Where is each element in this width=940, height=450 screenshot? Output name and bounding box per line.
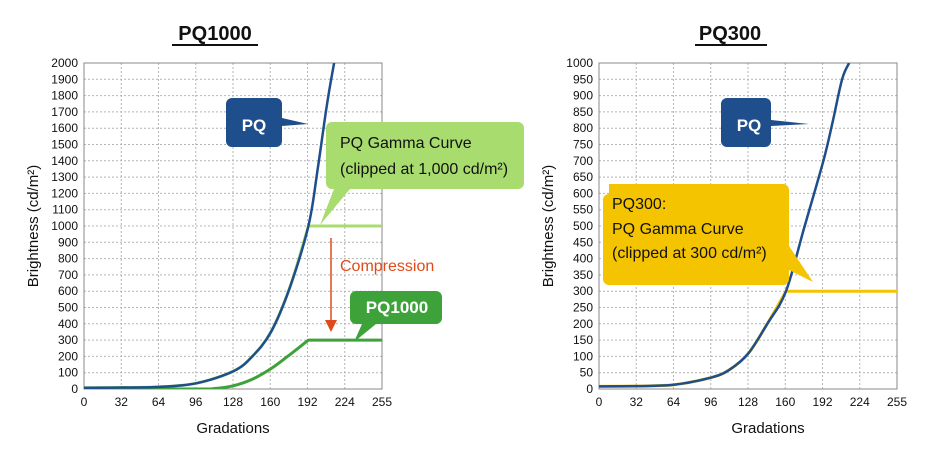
y-tick-label: 950 [573,72,593,86]
y-tick-label: 800 [58,252,78,266]
chart-title: PQ1000 [178,23,251,45]
pq300-callout: PQ300: PQ Gamma Curve (clipped at 300 cd… [603,184,813,285]
y-tick-label: 400 [58,317,78,331]
y-tick-label: 0 [586,382,593,396]
gamma-curve-callout-line1: PQ Gamma Curve [340,135,472,152]
y-tick-label: 200 [573,317,593,331]
y-tick-label: 700 [58,268,78,282]
x-axis-label: Gradations [196,420,269,437]
pq300-callout-line1: PQ300: [612,196,666,213]
pq300-callout-line2: PQ Gamma Curve [612,221,744,238]
x-tick-labels: 0 32 64 96 128 160 192 224 255 [81,395,393,409]
x-tick-label: 160 [260,395,280,409]
y-tick-label: 600 [573,186,593,200]
y-tick-label: 1000 [566,56,593,70]
compression-annotation: Compression [325,238,434,332]
y-axis-label: Brightness (cd/m²) [540,165,557,288]
pq-callout-box [226,98,308,147]
y-tick-labels: 0 100 200 300 400 500 600 700 800 900 1000 1100 1200… [51,56,78,396]
y-tick-label: 250 [573,301,593,315]
x-tick-label: 0 [81,395,88,409]
y-tick-labels: 0 50 100 150 200 250 300 350 400 450 500 550 600 650 7… [566,56,593,396]
plot-frame [598,62,898,390]
pq-callout: PQ [721,98,809,147]
y-tick-label: 300 [58,333,78,347]
y-tick-label: 600 [58,284,78,298]
x-tick-label: 96 [189,395,203,409]
y-tick-label: 1500 [51,138,78,152]
y-tick-label: 350 [573,268,593,282]
y-tick-label: 850 [573,105,593,119]
series-line-1 [599,63,851,388]
x-axis-label: Gradations [731,420,804,437]
x-tick-label: 64 [152,395,166,409]
x-tick-label: 192 [812,395,832,409]
y-tick-label: 700 [573,154,593,168]
y-tick-label: 1000 [51,219,78,233]
x-tick-label: 255 [887,395,907,409]
y-tick-label: 300 [573,284,593,298]
y-tick-label: 500 [58,301,78,315]
x-tick-label: 128 [738,395,758,409]
pq1000-callout: PQ1000 [350,291,442,342]
y-tick-label: 500 [573,219,593,233]
pq1000-callout-box [350,291,442,342]
y-tick-label: 200 [58,349,78,363]
y-axis-label: Brightness (cd/m²) [25,165,42,288]
x-tick-label: 224 [850,395,870,409]
series-line-1 [84,63,336,389]
y-tick-label: 100 [573,349,593,363]
y-tick-label: 800 [573,121,593,135]
y-tick-label: 1400 [51,154,78,168]
chart-title: PQ300 [699,23,761,45]
x-tick-label: 192 [297,395,317,409]
series-group [599,63,897,388]
pq-callout-box [721,98,809,147]
x-tick-label: 96 [704,395,718,409]
y-tick-label: 1700 [51,105,78,119]
x-tick-label: 128 [223,395,243,409]
y-tick-label: 550 [573,203,593,217]
compression-label: Compression [340,258,434,275]
pq1000-callout-label: PQ1000 [366,298,428,317]
y-tick-label: 650 [573,170,593,184]
x-tick-label: 0 [596,395,603,409]
x-tick-label: 64 [667,395,681,409]
chart-pq300: PQ300 0 50 100 150 200 250 300 350 400 450 500 550 6… [540,23,907,437]
y-tick-label: 400 [573,252,593,266]
y-tick-label: 50 [580,366,594,380]
gamma-curve-callout-line2: (clipped at 1,000 cd/m²) [340,161,508,178]
y-tick-label: 750 [573,138,593,152]
pq300-callout-box [603,184,813,285]
y-tick-label: 0 [71,382,78,396]
y-tick-label: 1300 [51,170,78,184]
series-group [84,63,382,389]
x-tick-label: 32 [630,395,644,409]
y-tick-label: 450 [573,235,593,249]
y-tick-label: 2000 [51,56,78,70]
pq300-callout-line3: (clipped at 300 cd/m²) [612,245,767,262]
x-tick-labels: 0 32 64 96 128 160 192 224 255 [596,395,908,409]
y-tick-label: 100 [58,366,78,380]
y-tick-label: 150 [573,333,593,347]
pq-callout: PQ [226,98,308,147]
pq-callout-label: PQ [737,116,762,135]
gamma-curve-callout: PQ Gamma Curve (clipped at 1,000 cd/m²) [320,122,524,225]
y-tick-label: 900 [58,235,78,249]
y-tick-label: 1600 [51,121,78,135]
x-tick-label: 160 [775,395,795,409]
x-tick-label: 32 [115,395,129,409]
gamma-curve-callout-box [320,122,524,225]
y-tick-label: 1900 [51,72,78,86]
y-tick-label: 1800 [51,89,78,103]
series-line-3 [84,338,382,389]
x-tick-label: 255 [372,395,392,409]
y-tick-label: 1100 [52,203,78,217]
chart-pq1000: PQ1000 0 100 200 300 400 500 600 700 800 900 1000 1… [25,23,524,437]
pq-callout-label: PQ [242,116,267,135]
y-tick-label: 1200 [51,186,78,200]
x-tick-label: 224 [335,395,355,409]
y-tick-label: 900 [573,89,593,103]
